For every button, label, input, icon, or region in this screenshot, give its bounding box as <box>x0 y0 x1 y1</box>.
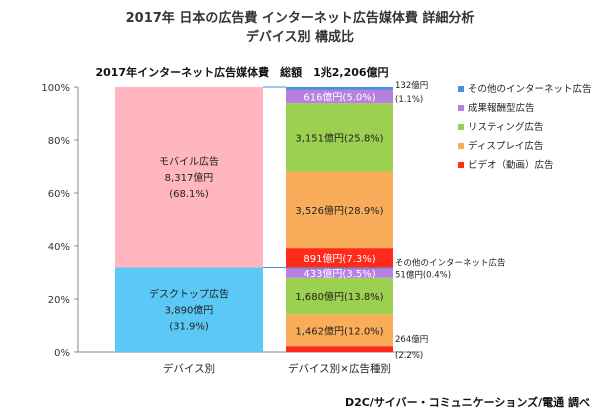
legend-swatch-listing <box>458 124 464 130</box>
type-segment-label: 616億円(5.0%) <box>303 91 375 104</box>
legend-label: リスティング広告 <box>468 121 543 133</box>
type-segment-label: 1,680億円(13.8%) <box>295 290 383 303</box>
y-tick-label: 100% <box>41 83 70 94</box>
device-segment-percent: (68.1%) <box>169 189 209 200</box>
bar-segment-desktop-video <box>286 346 393 352</box>
y-tick-label: 80% <box>48 136 70 147</box>
x-category-label: デバイス別 <box>163 362 215 375</box>
type-segment-label: 3,526億円(28.9%) <box>295 204 383 217</box>
device-segment-percent: (31.9%) <box>169 322 209 333</box>
side-label: その他のインターネット広告 <box>395 257 506 268</box>
legend-label: ディスプレイ広告 <box>468 140 543 152</box>
x-category-label: デバイス別×広告種別 <box>288 362 391 375</box>
bar-segment-mobile-other <box>286 87 393 90</box>
device-segment-name: デスクトップ広告 <box>149 288 229 301</box>
bar-segment-desktop-display <box>286 314 393 347</box>
legend-label: ビデオ（動画）広告 <box>468 159 554 171</box>
legend-label: その他のインターネット広告 <box>468 83 592 95</box>
legend-swatch-display <box>458 143 464 149</box>
bar-segment-desktop-performance <box>286 268 393 278</box>
device-segment-amount: 3,890億円 <box>165 304 214 317</box>
bar-segment-mobile-display <box>286 171 393 249</box>
bar-segment-desktop-other <box>286 267 393 269</box>
type-segment-label: 1,462億円(12.0%) <box>295 324 383 337</box>
side-label: (1.1%) <box>395 95 423 105</box>
bar-segment-desktop <box>115 267 263 352</box>
type-segment-label: 891億円(7.3%) <box>303 252 375 265</box>
side-label: 51億円(0.4%) <box>395 269 451 280</box>
side-label: (2.2%) <box>395 351 423 361</box>
legend-swatch-video <box>458 162 464 168</box>
legend-swatch-performance <box>458 105 464 111</box>
bar-segment-mobile-performance <box>286 89 393 104</box>
bar-segment-desktop-listing <box>286 277 393 315</box>
y-tick-label: 40% <box>48 242 70 253</box>
side-label: 264億円 <box>395 334 428 345</box>
bar-segment-mobile-video <box>286 248 393 268</box>
source-credit: D2C/サイバー・コミュニケーションズ/電通 調べ <box>345 395 590 409</box>
y-tick-label: 20% <box>48 295 70 306</box>
y-tick-label: 0% <box>54 348 70 359</box>
side-label: 132億円 <box>395 80 428 91</box>
type-segment-label: 3,151億円(25.8%) <box>295 131 383 144</box>
chart-subtitle: 2017年インターネット広告媒体費 総額 1兆2,206億円 <box>95 65 388 79</box>
type-segment-label: 433億円(3.5%) <box>303 267 375 280</box>
chart-title-line1: 2017年 日本の広告費 インターネット広告媒体費 詳細分析 <box>126 10 475 26</box>
y-tick-label: 60% <box>48 189 70 200</box>
chart-title-line2: デバイス別 構成比 <box>246 29 354 45</box>
legend-swatch-other <box>458 86 464 92</box>
bar-segment-mobile <box>115 87 263 268</box>
device-segment-name: モバイル広告 <box>159 155 219 168</box>
device-segment-amount: 8,317億円 <box>165 171 214 184</box>
bar-segment-mobile-listing <box>286 103 393 172</box>
legend-label: 成果報酬型広告 <box>468 102 535 114</box>
